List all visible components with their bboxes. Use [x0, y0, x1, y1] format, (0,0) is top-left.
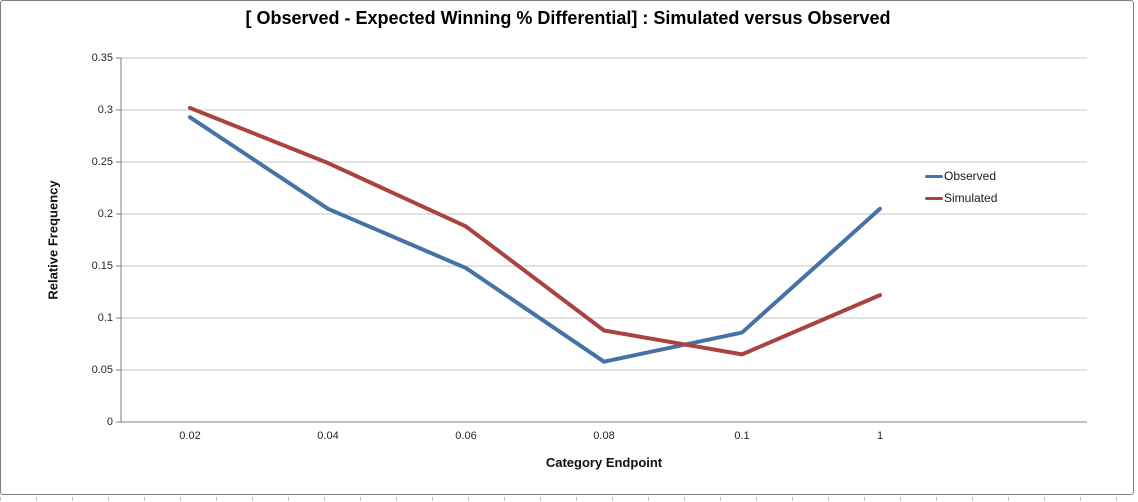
x-axis-title: Category Endpoint: [545, 455, 663, 470]
legend[interactable]: Observed Simulated: [925, 167, 997, 207]
legend-label: Observed: [944, 169, 997, 183]
legend-item-simulated[interactable]: Simulated: [925, 189, 997, 207]
y-tick-label: 0.05: [91, 364, 113, 376]
spreadsheet-cell-ticks: [0, 497, 1138, 501]
y-tick-label: 0.15: [91, 260, 113, 272]
legend-item-observed[interactable]: Observed: [925, 167, 997, 185]
y-tick-label: 0.3: [97, 104, 113, 116]
y-tick-label: 0.1: [97, 312, 113, 324]
legend-swatch-observed: [925, 174, 943, 178]
chart-title: [ Observed - Expected Winning % Differen…: [245, 8, 891, 28]
y-tick-label: 0.2: [97, 208, 113, 220]
x-tick-label: 1: [876, 430, 884, 442]
x-tick-label: 0.04: [317, 430, 339, 442]
x-tick-label: 0.02: [179, 430, 201, 442]
legend-label: Simulated: [944, 191, 998, 205]
x-tick-label: 0.1: [734, 430, 750, 442]
y-tick-label: 0: [106, 416, 113, 428]
y-tick-label: 0.35: [91, 52, 113, 64]
series-line-simulated[interactable]: [188, 105, 882, 357]
x-tick-label: 0.08: [593, 430, 615, 442]
legend-swatch-simulated: [925, 196, 943, 200]
x-tick-label: 0.06: [455, 430, 477, 442]
series-line-observed[interactable]: [188, 115, 882, 364]
y-tick-label: 0.25: [91, 156, 113, 168]
